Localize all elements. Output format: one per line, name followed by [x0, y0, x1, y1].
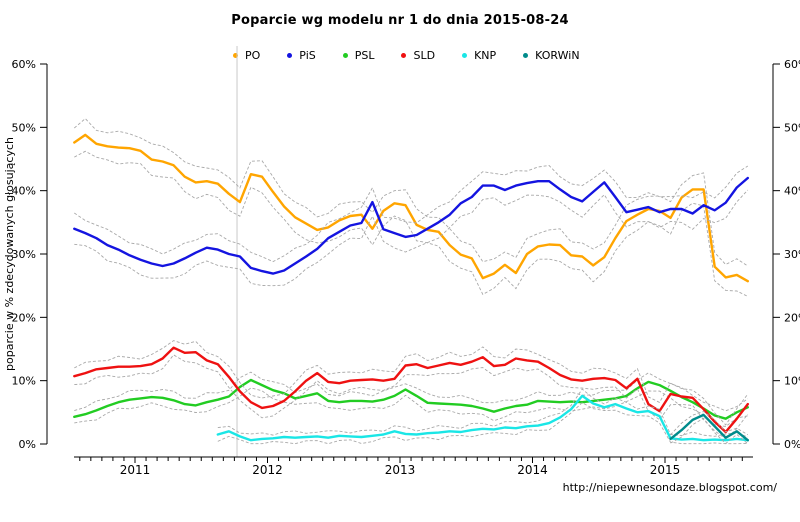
y-axis-left-tick-label: 20% — [12, 311, 36, 324]
legend-item-KNP: KNP — [462, 49, 496, 62]
legend-marker-PO-icon — [233, 53, 238, 58]
legend-label-KORWiN: KORWiN — [535, 49, 580, 62]
y-axis-left-tick-label: 50% — [12, 121, 36, 134]
confidence-band-lower-KORWiN — [670, 417, 749, 445]
y-axis-right-tick-label: 60% — [784, 58, 800, 71]
confidence-band-lower-PO — [74, 150, 748, 297]
y-axis-left-tick-label: 30% — [12, 248, 36, 261]
chart-title: Poparcie wg modelu nr 1 do dnia 2015-08-… — [231, 13, 569, 28]
legend-marker-KORWiN-icon — [523, 53, 529, 58]
y-axis-right-tick-label: 50% — [784, 121, 800, 134]
series-line-PiS — [73, 176, 749, 275]
series-PiS — [73, 165, 749, 287]
x-axis-year-label: 2014 — [517, 463, 548, 477]
x-axis: 2011 2012 2013 2014 2015 — [74, 456, 753, 477]
legend-label-PSL: PSL — [354, 49, 375, 62]
legend-item-PSL: PSL — [342, 49, 375, 62]
legend-marker-PiS-icon — [287, 53, 293, 58]
legend-marker-PSL-icon — [342, 53, 348, 58]
confidence-band-upper-KNP — [217, 388, 748, 438]
series-PO — [73, 117, 749, 297]
y-axis-left-tick-label: 40% — [12, 185, 36, 198]
series-line-PO — [73, 133, 749, 283]
y-axis-left-tick-label: 0% — [19, 438, 36, 451]
legend-label-PiS: PiS — [299, 49, 316, 62]
y-axis-right-tick-label: 40% — [784, 185, 800, 198]
series-SLD — [73, 340, 749, 440]
legend-item-PO: PO — [233, 49, 260, 62]
y-axis-right-tick-label: 20% — [784, 311, 800, 324]
series-line-KORWiN — [669, 413, 749, 442]
x-axis-year-label: 2013 — [385, 463, 416, 477]
confidence-band-lower-KNP — [217, 402, 748, 445]
series-KNP — [216, 388, 749, 445]
series-line-SLD — [73, 346, 749, 434]
legend-item-PiS: PiS — [287, 49, 316, 62]
y-axis-title: poparcie w % zdecydowanych głosujących — [3, 137, 16, 371]
legend-label-SLD: SLD — [413, 49, 436, 62]
series-KORWiN — [669, 410, 749, 445]
watermark-url: http://niepewnesondaze.blogspot.com/ — [562, 481, 777, 494]
confidence-band-lower-PSL — [74, 387, 748, 427]
confidence-band-upper-PO — [74, 117, 749, 267]
confidence-band-upper-PiS — [74, 165, 749, 263]
x-axis-year-label: 2012 — [252, 463, 283, 477]
legend: PO PiS PSL SLD KNP KORWiN — [233, 49, 580, 62]
y-axis-left-tick-label: 10% — [12, 375, 36, 388]
legend-item-KORWiN: KORWiN — [523, 49, 580, 62]
confidence-band-upper-SLD — [74, 340, 749, 426]
x-axis-year-label: 2015 — [650, 463, 681, 477]
y-axis-left-tick-label: 60% — [12, 58, 36, 71]
series-line-PSL — [73, 378, 749, 420]
y-axis-right-tick-label: 0% — [784, 438, 800, 451]
series-line-KNP — [216, 394, 749, 442]
legend-label-KNP: KNP — [474, 49, 497, 62]
y-axis-right: 0% 10% 20% 30% 40% 50% 60% — [772, 58, 800, 451]
confidence-band-lower-SLD — [74, 354, 749, 440]
y-axis-right-tick-label: 30% — [784, 248, 800, 261]
y-axis-right-tick-label: 10% — [784, 375, 800, 388]
legend-label-PO: PO — [245, 49, 261, 62]
x-axis-year-label: 2011 — [120, 463, 151, 477]
legend-marker-SLD-icon — [401, 53, 407, 58]
confidence-band-upper-KORWiN — [670, 410, 749, 436]
legend-marker-KNP-icon — [462, 53, 468, 58]
legend-item-SLD: SLD — [401, 49, 435, 62]
confidence-band-lower-PiS — [74, 189, 749, 287]
y-axis-left: 0% 10% 20% 30% 40% 50% 60% — [12, 58, 48, 451]
